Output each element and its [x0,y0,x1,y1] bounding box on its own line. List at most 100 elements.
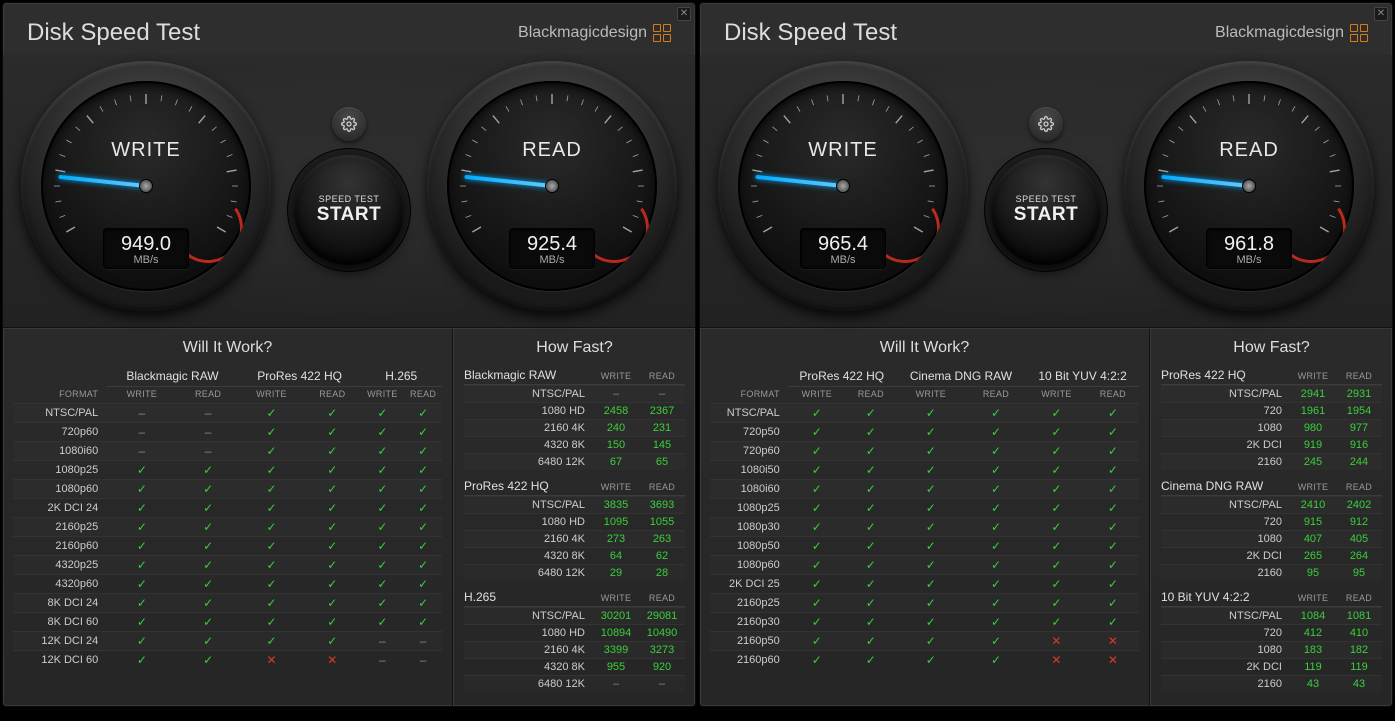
format-row: 2160p50✓✓✓✓✕✕ [710,632,1139,651]
fast-row: 2160 4K 3399 3273 [464,641,685,658]
support-cell: ✓ [1087,556,1139,575]
support-cell: ✓ [1087,594,1139,613]
support-cell: ✓ [1026,594,1087,613]
how-fast-panel: How Fast? Blackmagic RAW WRITEREAD NTSC/… [453,329,695,706]
panel-title: How Fast? [464,339,685,357]
write-header: WRITE [593,482,639,492]
read-header: READ [1336,593,1382,603]
support-cell: ✓ [788,404,846,423]
write-header: WRITE [788,387,846,404]
support-cell: ✓ [106,518,177,537]
read-header: READ [304,387,360,404]
support-cell: ✓ [1087,575,1139,594]
support-cell: ✓ [177,499,238,518]
format-row: 2160p25✓✓✓✓✓✓ [710,594,1139,613]
will-it-work-table: Blackmagic RAWProRes 422 HQH.265FORMATWR… [13,365,442,669]
panel-title: Will It Work? [13,339,442,357]
support-cell: ✓ [106,575,177,594]
settings-button[interactable] [332,107,366,141]
resolution-label: 1080 [1161,644,1290,656]
support-cell: ✓ [1026,518,1087,537]
gauge-hub [139,179,153,193]
support-cell: ✓ [966,613,1026,632]
write-value: 3835 [593,499,639,511]
support-cell: ✓ [106,632,177,651]
start-button[interactable]: SPEED TEST START [294,155,404,265]
support-cell: ✓ [896,461,966,480]
support-cell: ✓ [177,518,238,537]
gauge-readout: 965.4 MB/s [800,228,886,269]
fast-row: 6480 12K 67 65 [464,453,685,470]
support-cell: ✓ [896,613,966,632]
format-label: 2160p60 [13,537,106,556]
support-cell: ✓ [896,423,966,442]
close-button[interactable]: ✕ [1374,7,1388,21]
format-row: 12K DCI 60✓✓✕✕–– [13,651,442,670]
support-cell: ✓ [966,556,1026,575]
fast-row: NTSC/PAL 3835 3693 [464,496,685,513]
support-cell: ✓ [177,613,238,632]
format-row: NTSC/PAL––✓✓✓✓ [13,404,442,423]
format-label: 4320p25 [13,556,106,575]
read-header: READ [846,387,896,404]
resolution-label: 6480 12K [464,678,593,690]
read-value: 119 [1336,661,1382,673]
start-button[interactable]: SPEED TEST START [991,155,1101,265]
support-cell: ✓ [177,556,238,575]
support-cell: ✓ [846,556,896,575]
read-header: READ [1336,371,1382,381]
write-value: 1961 [1290,405,1336,417]
write-value: 30201 [593,610,639,622]
format-label: 1080i60 [13,442,106,461]
fast-row: 1080 407 405 [1161,530,1382,547]
close-button[interactable]: ✕ [677,7,691,21]
gauge-label: READ [447,139,657,162]
support-cell: ✓ [360,499,404,518]
fast-group-header: Cinema DNG RAW WRITEREAD [1161,476,1382,496]
format-row: 4320p60✓✓✓✓✓✓ [13,575,442,594]
read-header: READ [639,593,685,603]
support-cell: ✓ [846,537,896,556]
fast-group-header: H.265 WRITEREAD [464,587,685,607]
support-cell: ✓ [404,518,442,537]
support-cell: ✓ [360,442,404,461]
format-row: 1080p30✓✓✓✓✓✓ [710,518,1139,537]
support-cell: ✓ [304,480,360,499]
fast-row: 1080 HD 10894 10490 [464,624,685,641]
readout-unit: MB/s [104,254,188,266]
support-cell: ✓ [966,632,1026,651]
support-cell: ✕ [1087,651,1139,670]
support-cell: ✓ [1026,442,1087,461]
support-cell: ✓ [360,575,404,594]
support-cell: ✓ [177,461,238,480]
support-cell: ✕ [1026,632,1087,651]
format-label: NTSC/PAL [13,404,106,423]
format-row: 2K DCI 24✓✓✓✓✓✓ [13,499,442,518]
support-cell: ✓ [404,461,442,480]
support-cell: ✓ [177,575,238,594]
support-cell: ✓ [1087,537,1139,556]
support-cell: ✓ [239,632,304,651]
support-cell: ✓ [896,575,966,594]
settings-button[interactable] [1029,107,1063,141]
support-cell: ✓ [404,480,442,499]
support-cell: ✓ [360,423,404,442]
readout-unit: MB/s [510,254,594,266]
support-cell: ✓ [239,442,304,461]
resolution-label: 1080 HD [464,516,593,528]
fast-row: 2160 43 43 [1161,675,1382,692]
fast-row: 2160 4K 273 263 [464,530,685,547]
gear-icon [341,116,357,132]
fast-row: 720 1961 1954 [1161,402,1382,419]
write-value: 29 [593,567,639,579]
support-cell: ✓ [846,404,896,423]
resolution-label: 4320 8K [464,550,593,562]
fast-row: 1080 183 182 [1161,641,1382,658]
fast-row: 1080 980 977 [1161,419,1382,436]
write-value: – [593,388,639,400]
format-label: 1080i60 [710,480,788,499]
write-value: – [593,678,639,690]
codec-name: ProRes 422 HQ [464,479,549,493]
support-cell: ✓ [896,480,966,499]
codec-name: H.265 [464,590,496,604]
